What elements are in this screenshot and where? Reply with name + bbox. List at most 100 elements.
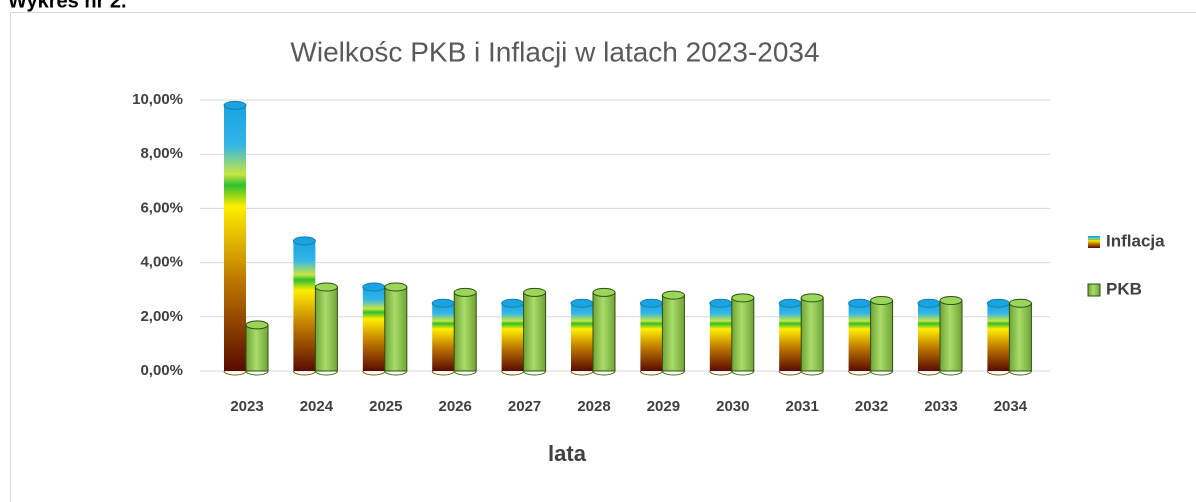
bar-top	[384, 282, 408, 292]
bar	[800, 297, 824, 372]
bar-base	[939, 370, 963, 376]
x-tick-label: 2028	[577, 398, 610, 415]
bar	[1008, 302, 1032, 372]
bar	[245, 324, 269, 372]
bar-base	[731, 370, 755, 376]
bar-base	[1008, 370, 1032, 376]
bar-base	[314, 370, 338, 376]
bar-base	[570, 370, 594, 376]
x-tick-label: 2033	[924, 398, 957, 415]
y-tick-label: 4,00%	[140, 254, 183, 271]
bar-base	[917, 370, 941, 376]
bar-top	[223, 100, 247, 110]
bar-base	[661, 370, 685, 376]
bar-base	[592, 370, 616, 376]
bar-top	[661, 290, 685, 300]
x-axis-label: lata	[548, 441, 587, 466]
x-tick-label: 2032	[855, 398, 888, 415]
bar-top	[292, 236, 316, 246]
bar	[918, 303, 940, 371]
bar-base	[223, 370, 247, 376]
y-tick-label: 2,00%	[140, 308, 183, 325]
legend-swatch	[1088, 236, 1100, 248]
bar	[224, 105, 246, 372]
bar-top	[800, 293, 824, 303]
bar-top	[848, 298, 872, 308]
bar	[453, 291, 477, 372]
bar	[314, 286, 338, 372]
x-tick-label: 2025	[369, 398, 402, 415]
bar-top	[1008, 298, 1032, 308]
bar	[661, 294, 685, 372]
bar-base	[986, 370, 1010, 376]
legend-label: Inflacja	[1106, 231, 1165, 250]
bar-base	[870, 370, 894, 376]
x-tick-label: 2023	[230, 398, 263, 415]
x-tick-label: 2030	[716, 398, 749, 415]
x-tick-label: 2026	[439, 398, 472, 415]
bar	[939, 300, 963, 372]
bar-base	[245, 370, 269, 376]
bar	[848, 303, 871, 371]
bar-base	[848, 370, 872, 376]
bar-top	[592, 287, 616, 297]
bar-top	[870, 296, 894, 306]
bar-base	[292, 370, 316, 376]
bar	[523, 291, 547, 372]
bar	[384, 286, 408, 372]
x-tick-label: 2031	[786, 398, 819, 415]
chart-title: Wielkośc PKB i Inflacji w latach 2023-20…	[290, 36, 819, 67]
heading: Wykres nr 2.	[8, 0, 127, 12]
bar	[432, 303, 455, 371]
bar	[709, 303, 732, 371]
bar-top	[639, 298, 663, 308]
bar	[779, 303, 802, 371]
bar	[293, 240, 316, 371]
bar-top	[570, 298, 594, 308]
bar-base	[523, 370, 547, 376]
legend-swatch	[1087, 283, 1101, 297]
bar-top	[245, 320, 269, 330]
bar-top	[778, 298, 802, 308]
bar-top	[939, 296, 963, 306]
x-tick-label: 2024	[300, 398, 334, 415]
bar-top	[986, 298, 1010, 308]
bar-base	[501, 370, 525, 376]
x-tick-label: 2034	[994, 398, 1028, 415]
bar	[501, 303, 524, 371]
legend-label: PKB	[1106, 279, 1142, 298]
bar-top	[501, 298, 525, 308]
y-tick-label: 0,00%	[140, 362, 183, 379]
bar	[731, 297, 755, 372]
bar-base	[639, 370, 663, 376]
bar-top	[314, 282, 338, 292]
bar-base	[453, 370, 477, 376]
bar-top	[709, 298, 733, 308]
bar-top	[917, 298, 941, 308]
x-tick-label: 2027	[508, 398, 541, 415]
bar	[640, 303, 663, 371]
chart-frame	[10, 12, 1196, 502]
y-tick-label: 10,00%	[132, 91, 183, 108]
bar	[571, 303, 593, 371]
y-tick-label: 8,00%	[140, 145, 183, 162]
bar-top	[431, 298, 455, 308]
bar	[362, 286, 385, 371]
bar-base	[778, 370, 802, 376]
bar-top	[523, 287, 547, 297]
bar	[870, 300, 894, 372]
y-tick-label: 6,00%	[140, 199, 183, 216]
bar-base	[384, 370, 408, 376]
bar	[987, 303, 1010, 371]
bar-base	[709, 370, 733, 376]
bar-base	[431, 370, 455, 376]
x-tick-label: 2029	[647, 398, 680, 415]
bar-top	[453, 287, 477, 297]
bar	[592, 291, 616, 372]
bar-base	[800, 370, 824, 376]
bar-top	[731, 293, 755, 303]
bar-top	[362, 282, 386, 292]
bar-base	[362, 370, 386, 376]
